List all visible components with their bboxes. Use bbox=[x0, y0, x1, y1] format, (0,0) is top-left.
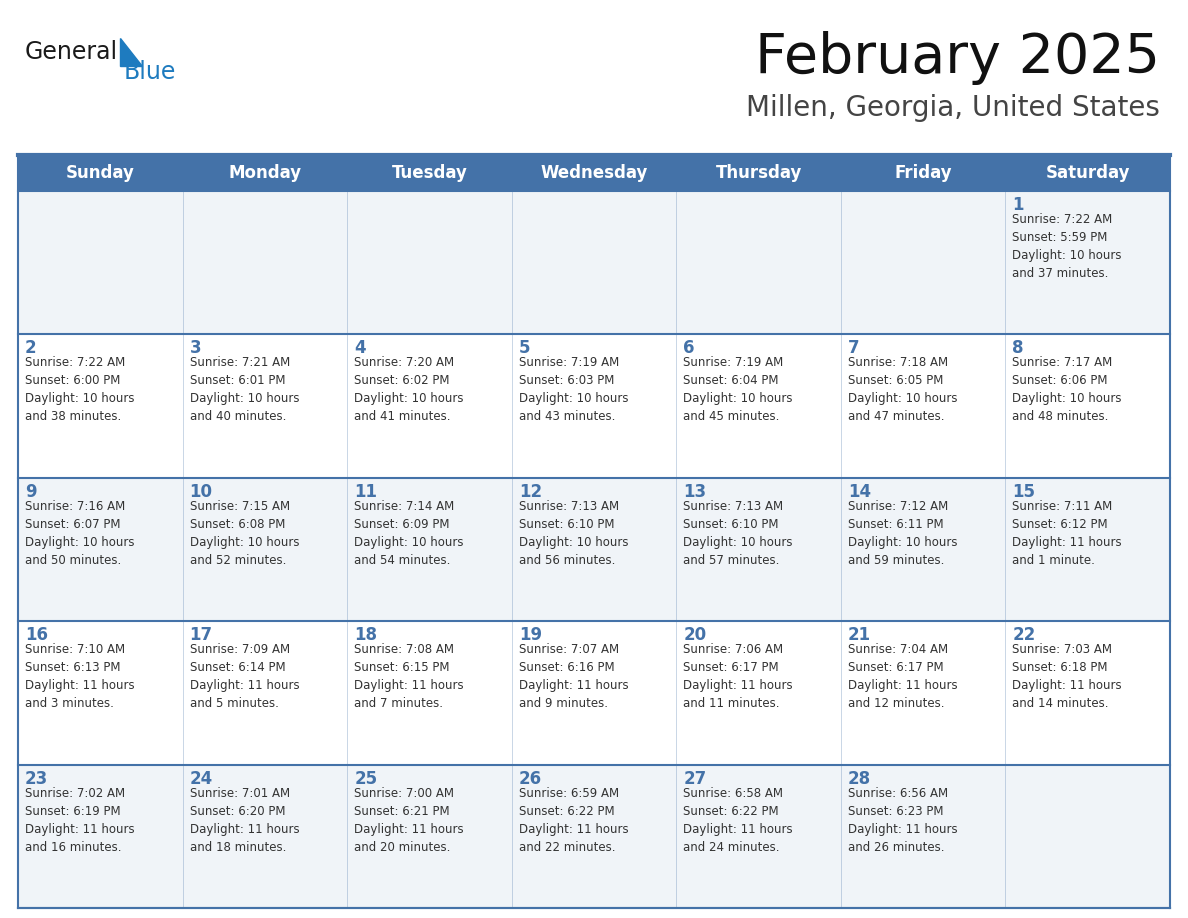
Text: Sunrise: 7:17 AM
Sunset: 6:06 PM
Daylight: 10 hours
and 48 minutes.: Sunrise: 7:17 AM Sunset: 6:06 PM Dayligh… bbox=[1012, 356, 1121, 423]
Text: Sunrise: 7:18 AM
Sunset: 6:05 PM
Daylight: 10 hours
and 47 minutes.: Sunrise: 7:18 AM Sunset: 6:05 PM Dayligh… bbox=[848, 356, 958, 423]
Text: Sunrise: 6:58 AM
Sunset: 6:22 PM
Daylight: 11 hours
and 24 minutes.: Sunrise: 6:58 AM Sunset: 6:22 PM Dayligh… bbox=[683, 787, 792, 854]
Text: 24: 24 bbox=[190, 769, 213, 788]
Text: Monday: Monday bbox=[228, 164, 302, 182]
Text: 15: 15 bbox=[1012, 483, 1036, 501]
Bar bbox=[18, 334, 1170, 477]
Bar bbox=[18, 765, 1170, 908]
Text: Sunrise: 7:06 AM
Sunset: 6:17 PM
Daylight: 11 hours
and 11 minutes.: Sunrise: 7:06 AM Sunset: 6:17 PM Dayligh… bbox=[683, 644, 792, 711]
Text: 5: 5 bbox=[519, 340, 530, 357]
Text: Sunrise: 7:13 AM
Sunset: 6:10 PM
Daylight: 10 hours
and 56 minutes.: Sunrise: 7:13 AM Sunset: 6:10 PM Dayligh… bbox=[519, 499, 628, 566]
Text: Sunrise: 7:02 AM
Sunset: 6:19 PM
Daylight: 11 hours
and 16 minutes.: Sunrise: 7:02 AM Sunset: 6:19 PM Dayligh… bbox=[25, 787, 134, 854]
Text: 7: 7 bbox=[848, 340, 859, 357]
Text: 14: 14 bbox=[848, 483, 871, 501]
Text: Sunrise: 7:00 AM
Sunset: 6:21 PM
Daylight: 11 hours
and 20 minutes.: Sunrise: 7:00 AM Sunset: 6:21 PM Dayligh… bbox=[354, 787, 463, 854]
Text: 20: 20 bbox=[683, 626, 707, 644]
Text: Sunrise: 7:08 AM
Sunset: 6:15 PM
Daylight: 11 hours
and 7 minutes.: Sunrise: 7:08 AM Sunset: 6:15 PM Dayligh… bbox=[354, 644, 463, 711]
Text: 17: 17 bbox=[190, 626, 213, 644]
Text: 19: 19 bbox=[519, 626, 542, 644]
Text: Sunrise: 7:19 AM
Sunset: 6:03 PM
Daylight: 10 hours
and 43 minutes.: Sunrise: 7:19 AM Sunset: 6:03 PM Dayligh… bbox=[519, 356, 628, 423]
Text: 12: 12 bbox=[519, 483, 542, 501]
Bar bbox=[18, 155, 1170, 191]
Text: Sunrise: 7:20 AM
Sunset: 6:02 PM
Daylight: 10 hours
and 41 minutes.: Sunrise: 7:20 AM Sunset: 6:02 PM Dayligh… bbox=[354, 356, 463, 423]
Text: 9: 9 bbox=[25, 483, 37, 501]
Text: 3: 3 bbox=[190, 340, 201, 357]
Text: Saturday: Saturday bbox=[1045, 164, 1130, 182]
Text: 18: 18 bbox=[354, 626, 377, 644]
Text: 16: 16 bbox=[25, 626, 48, 644]
Text: Sunrise: 6:56 AM
Sunset: 6:23 PM
Daylight: 11 hours
and 26 minutes.: Sunrise: 6:56 AM Sunset: 6:23 PM Dayligh… bbox=[848, 787, 958, 854]
Text: 2: 2 bbox=[25, 340, 37, 357]
Text: 6: 6 bbox=[683, 340, 695, 357]
Text: Sunday: Sunday bbox=[65, 164, 134, 182]
Text: 26: 26 bbox=[519, 769, 542, 788]
Text: Sunrise: 7:22 AM
Sunset: 6:00 PM
Daylight: 10 hours
and 38 minutes.: Sunrise: 7:22 AM Sunset: 6:00 PM Dayligh… bbox=[25, 356, 134, 423]
Text: 8: 8 bbox=[1012, 340, 1024, 357]
Text: Sunrise: 7:10 AM
Sunset: 6:13 PM
Daylight: 11 hours
and 3 minutes.: Sunrise: 7:10 AM Sunset: 6:13 PM Dayligh… bbox=[25, 644, 134, 711]
Text: Sunrise: 7:13 AM
Sunset: 6:10 PM
Daylight: 10 hours
and 57 minutes.: Sunrise: 7:13 AM Sunset: 6:10 PM Dayligh… bbox=[683, 499, 792, 566]
Text: Millen, Georgia, United States: Millen, Georgia, United States bbox=[746, 94, 1159, 122]
Text: Sunrise: 6:59 AM
Sunset: 6:22 PM
Daylight: 11 hours
and 22 minutes.: Sunrise: 6:59 AM Sunset: 6:22 PM Dayligh… bbox=[519, 787, 628, 854]
Text: Sunrise: 7:21 AM
Sunset: 6:01 PM
Daylight: 10 hours
and 40 minutes.: Sunrise: 7:21 AM Sunset: 6:01 PM Dayligh… bbox=[190, 356, 299, 423]
Text: Blue: Blue bbox=[124, 60, 176, 84]
Bar bbox=[18, 477, 1170, 621]
Text: 11: 11 bbox=[354, 483, 377, 501]
Text: Sunrise: 7:03 AM
Sunset: 6:18 PM
Daylight: 11 hours
and 14 minutes.: Sunrise: 7:03 AM Sunset: 6:18 PM Dayligh… bbox=[1012, 644, 1121, 711]
Text: Sunrise: 7:14 AM
Sunset: 6:09 PM
Daylight: 10 hours
and 54 minutes.: Sunrise: 7:14 AM Sunset: 6:09 PM Dayligh… bbox=[354, 499, 463, 566]
Text: 28: 28 bbox=[848, 769, 871, 788]
Text: Sunrise: 7:04 AM
Sunset: 6:17 PM
Daylight: 11 hours
and 12 minutes.: Sunrise: 7:04 AM Sunset: 6:17 PM Dayligh… bbox=[848, 644, 958, 711]
Text: Sunrise: 7:07 AM
Sunset: 6:16 PM
Daylight: 11 hours
and 9 minutes.: Sunrise: 7:07 AM Sunset: 6:16 PM Dayligh… bbox=[519, 644, 628, 711]
Text: Thursday: Thursday bbox=[715, 164, 802, 182]
Text: 4: 4 bbox=[354, 340, 366, 357]
Text: Friday: Friday bbox=[895, 164, 952, 182]
Polygon shape bbox=[120, 38, 143, 66]
Text: Sunrise: 7:19 AM
Sunset: 6:04 PM
Daylight: 10 hours
and 45 minutes.: Sunrise: 7:19 AM Sunset: 6:04 PM Dayligh… bbox=[683, 356, 792, 423]
Bar bbox=[18, 621, 1170, 765]
Text: 22: 22 bbox=[1012, 626, 1036, 644]
Text: 1: 1 bbox=[1012, 196, 1024, 214]
Text: Sunrise: 7:22 AM
Sunset: 5:59 PM
Daylight: 10 hours
and 37 minutes.: Sunrise: 7:22 AM Sunset: 5:59 PM Dayligh… bbox=[1012, 213, 1121, 280]
Text: 13: 13 bbox=[683, 483, 707, 501]
Text: 25: 25 bbox=[354, 769, 378, 788]
Text: Wednesday: Wednesday bbox=[541, 164, 647, 182]
Text: Tuesday: Tuesday bbox=[392, 164, 467, 182]
Text: Sunrise: 7:12 AM
Sunset: 6:11 PM
Daylight: 10 hours
and 59 minutes.: Sunrise: 7:12 AM Sunset: 6:11 PM Dayligh… bbox=[848, 499, 958, 566]
Text: Sunrise: 7:15 AM
Sunset: 6:08 PM
Daylight: 10 hours
and 52 minutes.: Sunrise: 7:15 AM Sunset: 6:08 PM Dayligh… bbox=[190, 499, 299, 566]
Text: 21: 21 bbox=[848, 626, 871, 644]
Text: Sunrise: 7:16 AM
Sunset: 6:07 PM
Daylight: 10 hours
and 50 minutes.: Sunrise: 7:16 AM Sunset: 6:07 PM Dayligh… bbox=[25, 499, 134, 566]
Text: Sunrise: 7:11 AM
Sunset: 6:12 PM
Daylight: 11 hours
and 1 minute.: Sunrise: 7:11 AM Sunset: 6:12 PM Dayligh… bbox=[1012, 499, 1121, 566]
Text: February 2025: February 2025 bbox=[756, 31, 1159, 85]
Text: 10: 10 bbox=[190, 483, 213, 501]
Text: 23: 23 bbox=[25, 769, 49, 788]
Bar bbox=[18, 191, 1170, 334]
Text: Sunrise: 7:09 AM
Sunset: 6:14 PM
Daylight: 11 hours
and 5 minutes.: Sunrise: 7:09 AM Sunset: 6:14 PM Dayligh… bbox=[190, 644, 299, 711]
Text: General: General bbox=[25, 40, 118, 64]
Text: 27: 27 bbox=[683, 769, 707, 788]
Text: Sunrise: 7:01 AM
Sunset: 6:20 PM
Daylight: 11 hours
and 18 minutes.: Sunrise: 7:01 AM Sunset: 6:20 PM Dayligh… bbox=[190, 787, 299, 854]
